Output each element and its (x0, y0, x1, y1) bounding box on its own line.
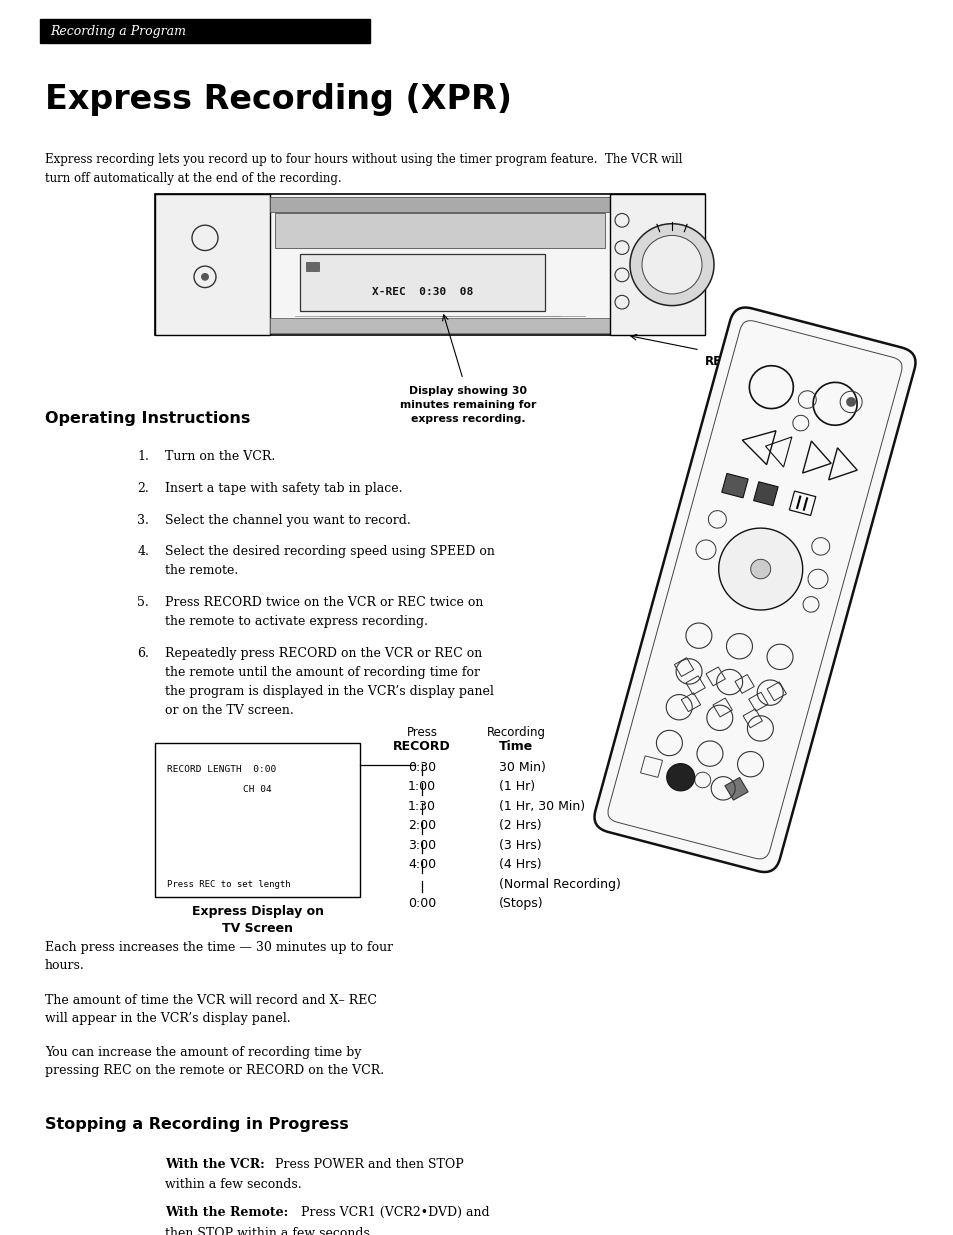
Bar (154, 743, 359, 898)
Text: 3:00: 3:00 (408, 839, 436, 852)
Text: 2:00: 2:00 (408, 819, 436, 832)
Text: 0:30: 0:30 (408, 761, 436, 774)
Text: Recording a Program: Recording a Program (50, 25, 186, 38)
Text: 2.: 2. (137, 482, 149, 495)
Text: Express recording lets you record up to four hours without using the timer progr: Express recording lets you record up to … (45, 153, 681, 185)
Text: With the Remote:: With the Remote: (165, 1207, 288, 1219)
Text: 1:00: 1:00 (408, 781, 436, 793)
Text: Stopping a Recording in Progress: Stopping a Recording in Progress (45, 1116, 349, 1131)
Text: Turn on the VCR.: Turn on the VCR. (165, 451, 275, 463)
Text: Repeatedly press RECORD on the VCR or REC on: Repeatedly press RECORD on the VCR or RE… (165, 647, 482, 659)
Text: 5.: 5. (137, 597, 149, 609)
Circle shape (641, 236, 701, 294)
Text: (3 Hrs): (3 Hrs) (498, 839, 541, 852)
Text: Display showing 30
minutes remaining for
express recording.: Display showing 30 minutes remaining for… (399, 387, 536, 424)
Text: Each press increases the time — 30 minutes up to four
hours.: Each press increases the time — 30 minut… (45, 941, 393, 972)
Bar (270, 196, 609, 211)
Circle shape (666, 763, 694, 790)
Text: 1:30: 1:30 (408, 800, 436, 813)
Circle shape (201, 273, 209, 280)
Bar (721, 552, 799, 587)
Text: Time: Time (498, 740, 533, 753)
Text: Press VCR1 (VCR2•DVD) and: Press VCR1 (VCR2•DVD) and (293, 1207, 489, 1219)
Bar (721, 473, 747, 498)
Bar (306, 262, 318, 270)
Text: (1 Hr): (1 Hr) (498, 781, 535, 793)
Circle shape (629, 224, 713, 305)
Text: X-REC  0:30  08: X-REC 0:30 08 (372, 288, 473, 298)
Circle shape (718, 529, 801, 610)
Bar (609, 194, 704, 336)
Text: RECORD: RECORD (393, 740, 451, 753)
Text: Insert a tape with safety tab in place.: Insert a tape with safety tab in place. (165, 482, 402, 495)
Text: RECORD: RECORD (704, 354, 759, 368)
Text: Press RECORD twice on the VCR or REC twice on: Press RECORD twice on the VCR or REC twi… (165, 597, 483, 609)
Text: Press: Press (406, 726, 437, 740)
Text: RECORD LENGTH  0:00: RECORD LENGTH 0:00 (167, 764, 276, 774)
Bar (274, 214, 604, 247)
Text: 4:00: 4:00 (408, 858, 436, 872)
Bar (639, 756, 661, 777)
Text: Select the channel you want to record.: Select the channel you want to record. (165, 514, 411, 527)
Text: Recording: Recording (486, 726, 545, 740)
Text: The amount of time the VCR will record and X– REC
will appear in the VCR’s displ: The amount of time the VCR will record a… (45, 994, 376, 1025)
Text: 30 Min): 30 Min) (498, 761, 545, 774)
Bar (299, 254, 544, 311)
Bar (742, 531, 778, 606)
Polygon shape (724, 778, 747, 800)
Bar (154, 194, 704, 336)
Text: (4 Hrs): (4 Hrs) (498, 858, 541, 872)
Text: the remote until the amount of recording time for: the remote until the amount of recording… (165, 666, 479, 679)
Text: (2 Hrs): (2 Hrs) (498, 819, 541, 832)
Circle shape (750, 559, 770, 579)
Text: Press POWER and then STOP: Press POWER and then STOP (267, 1157, 463, 1171)
Text: the program is displayed in the VCR’s display panel: the program is displayed in the VCR’s di… (165, 685, 494, 698)
Text: (Normal Recording): (Normal Recording) (498, 878, 620, 890)
Text: then STOP within a few seconds.: then STOP within a few seconds. (165, 1226, 374, 1235)
Text: You can increase the amount of recording time by
pressing REC on the remote or R: You can increase the amount of recording… (45, 1046, 384, 1077)
Text: 3.: 3. (137, 514, 149, 527)
Text: 6.: 6. (137, 647, 149, 659)
Circle shape (845, 398, 855, 406)
Text: Select the desired recording speed using SPEED on: Select the desired recording speed using… (165, 546, 495, 558)
Bar (154, 194, 270, 336)
Text: Press REC to set length: Press REC to set length (167, 879, 291, 889)
Bar (270, 317, 609, 333)
Text: Express Display on
TV Screen: Express Display on TV Screen (192, 905, 323, 935)
Text: 4.: 4. (137, 546, 149, 558)
Text: Operating Instructions: Operating Instructions (45, 411, 250, 426)
Bar (40, 20, 370, 43)
FancyBboxPatch shape (594, 308, 915, 872)
Bar (753, 482, 778, 505)
Text: within a few seconds.: within a few seconds. (165, 1178, 301, 1191)
Bar (788, 492, 815, 515)
Text: (Stops): (Stops) (498, 898, 543, 910)
Text: 0:00: 0:00 (408, 898, 436, 910)
Text: the remote to activate express recording.: the remote to activate express recording… (165, 615, 428, 629)
Text: (1 Hr, 30 Min): (1 Hr, 30 Min) (498, 800, 584, 813)
Text: the remote.: the remote. (165, 564, 238, 578)
Text: Express Recording (XPR): Express Recording (XPR) (45, 83, 512, 116)
Text: CH 04: CH 04 (243, 785, 272, 794)
Text: or on the TV screen.: or on the TV screen. (165, 704, 294, 716)
Text: With the VCR:: With the VCR: (165, 1157, 265, 1171)
Text: 1.: 1. (137, 451, 149, 463)
